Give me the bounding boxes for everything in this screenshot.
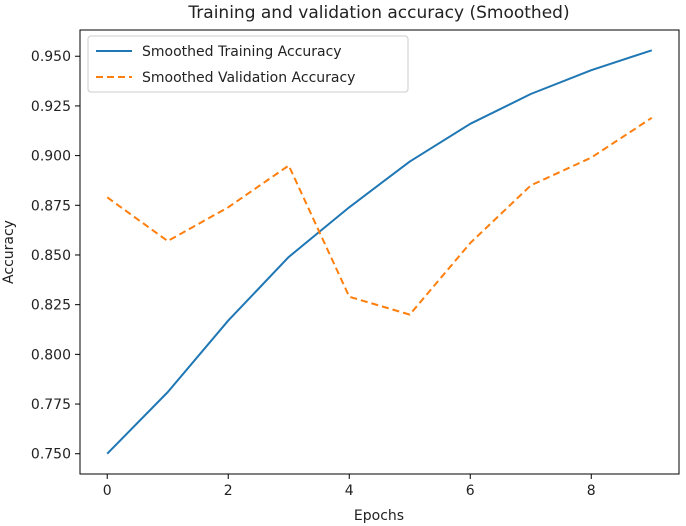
y-axis-label: Accuracy: [1, 220, 17, 284]
y-tick-label: 0.800: [31, 347, 71, 363]
y-tick-label: 0.825: [31, 298, 71, 314]
x-tick-label: 6: [466, 483, 475, 499]
legend-label-validation: Smoothed Validation Accuracy: [142, 70, 355, 86]
x-tick-label: 2: [224, 483, 233, 499]
tick-layer: 0 2 4 6 8 0.750 0.775 0.800 0.825 0.850 0.875 0.900…: [31, 49, 596, 499]
series-line-training: [106, 49, 653, 455]
plot-area-frame: [79, 29, 680, 475]
y-tick-label: 0.875: [31, 198, 71, 214]
chart-title: Training and validation accuracy (Smooth…: [187, 3, 569, 23]
y-tick-label: 0.950: [31, 49, 71, 65]
y-tick-label: 0.900: [31, 149, 71, 165]
legend: Smoothed Training Accuracy Smoothed Vali…: [87, 35, 409, 93]
x-tick-label: 8: [587, 483, 596, 499]
legend-box: [87, 35, 409, 93]
y-tick-label: 0.775: [31, 397, 71, 413]
legend-label-training: Smoothed Training Accuracy: [142, 44, 342, 60]
y-tick-label: 0.850: [31, 248, 71, 264]
series-layer: [106, 49, 653, 455]
y-tick-label: 0.925: [31, 99, 71, 115]
x-tick-label: 0: [103, 483, 112, 499]
x-tick-label: 4: [345, 483, 354, 499]
y-tick-label: 0.750: [31, 447, 71, 463]
x-axis-label: Epochs: [354, 508, 404, 524]
